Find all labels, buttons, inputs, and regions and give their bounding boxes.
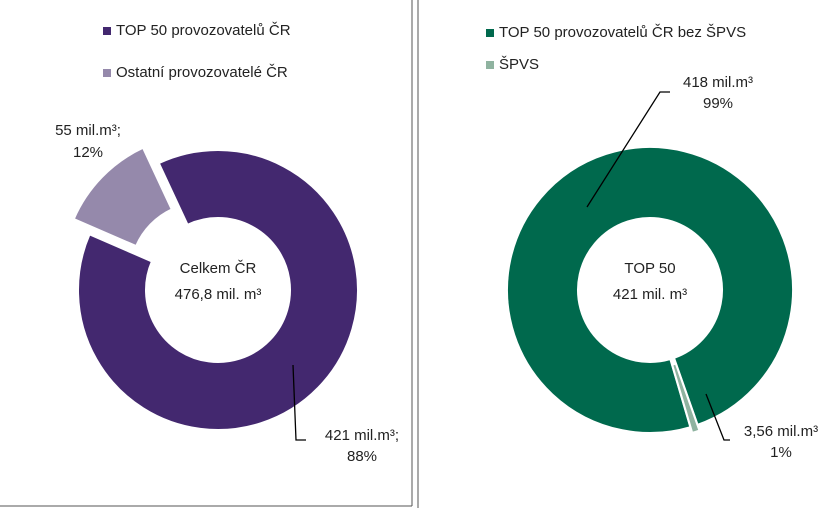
leader-line xyxy=(292,364,306,441)
center-label: 476,8 mil. m³ xyxy=(175,286,262,303)
leader-line xyxy=(586,91,670,208)
data-label: 418 mil.m³ xyxy=(683,74,753,91)
legend-swatch xyxy=(486,29,494,37)
center-label: TOP 50 xyxy=(624,260,675,277)
legend-swatch xyxy=(103,27,111,35)
center-label: 421 mil. m³ xyxy=(613,286,687,303)
data-label-percent: 88% xyxy=(347,448,377,465)
data-label: 55 mil.m³; xyxy=(55,122,121,139)
data-label-percent: 99% xyxy=(703,95,733,112)
data-label-percent: 1% xyxy=(770,444,792,461)
legend-swatch xyxy=(103,69,111,77)
data-label-percent: 12% xyxy=(73,144,103,161)
legend-label: TOP 50 provozovatelů ČR bez ŠPVS xyxy=(499,24,746,41)
donut-slice xyxy=(506,146,794,434)
data-label: 3,56 mil.m³ xyxy=(744,423,818,440)
legend-label: ŠPVS xyxy=(499,56,539,73)
donut-slice xyxy=(670,362,701,435)
leader-line xyxy=(705,393,730,441)
center-label: Celkem ČR xyxy=(180,260,257,277)
legend-label: Ostatní provozovatelé ČR xyxy=(116,64,288,81)
donut-slice xyxy=(72,146,174,248)
data-label: 421 mil.m³; xyxy=(325,427,399,444)
legend-label: TOP 50 provozovatelů ČR xyxy=(116,22,291,39)
donut-slice xyxy=(77,149,359,431)
legend-swatch xyxy=(486,61,494,69)
